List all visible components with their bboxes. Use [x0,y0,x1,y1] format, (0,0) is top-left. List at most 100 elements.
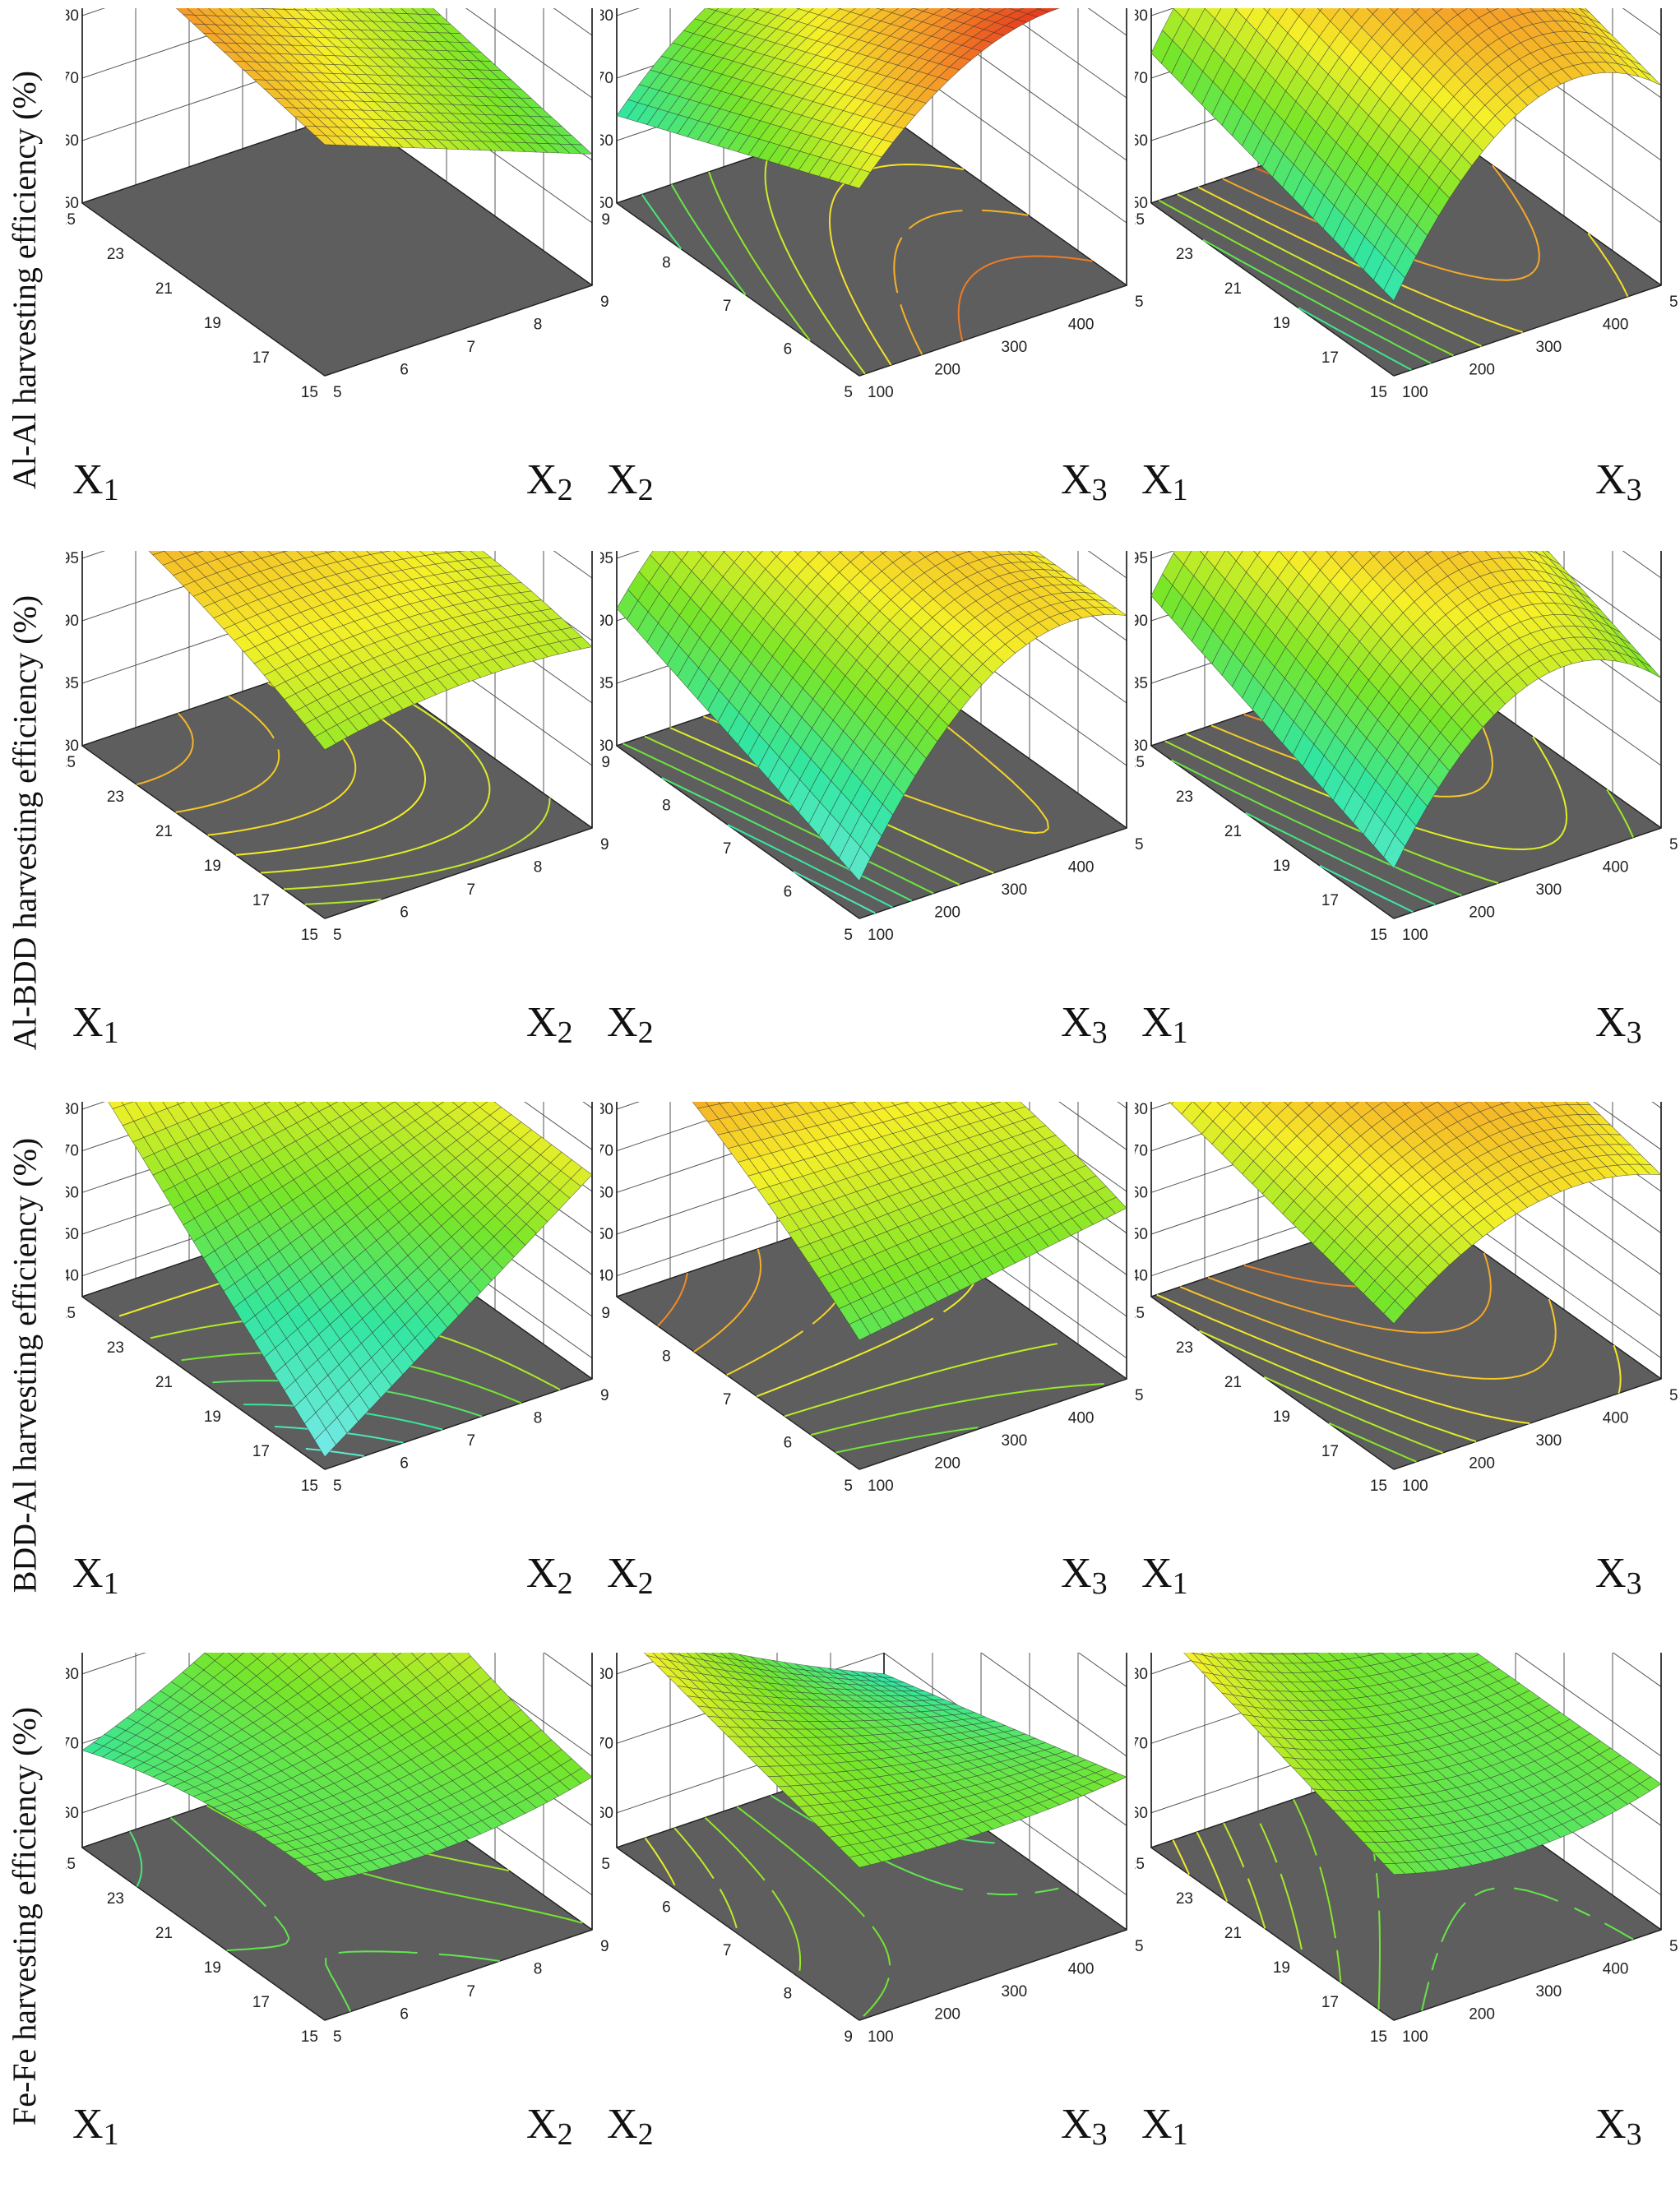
x-tick-label: 9 [601,754,610,771]
x-tick-label: 17 [252,1994,270,2011]
y-tick-label: 8 [534,1961,543,1978]
z-tick-label: 80 [1135,1666,1148,1683]
z-tick-label: 40 [1135,1268,1148,1285]
y-tick-label: 100 [1402,1478,1428,1495]
y-tick-label: 200 [934,2006,960,2024]
y-axis-label: X2 [526,456,573,507]
x-tick-label: 15 [301,1478,318,1495]
y-tick-label: 500 [1669,1387,1678,1404]
y-tick-label: 400 [1068,859,1095,876]
x-tick-label: 17 [1321,1994,1339,2011]
y-axis-label: X2 [526,999,573,1050]
y-tick-label: 500 [1669,836,1678,853]
contour-floor [82,113,592,376]
x-tick-label: 7 [723,840,732,858]
x-tick-label: 21 [1224,823,1242,840]
x-tick-label: 23 [107,789,124,806]
x-tick-label: 23 [107,1339,124,1357]
plot-svg: 6070809010015171921232556789X1X2 [66,1653,609,2187]
x-tick-label: 5 [844,384,853,401]
y-tick-label: 400 [1603,859,1629,876]
y-axis-label: X3 [1061,999,1108,1050]
z-tick-label: 80 [600,738,613,755]
x-axis-label: X1 [1141,999,1188,1050]
x-tick-label: 9 [601,211,610,229]
x-tick-label: 15 [301,384,318,401]
y-tick-label: 400 [1603,317,1629,334]
z-tick-label: 50 [66,1226,79,1243]
y-tick-label: 400 [1603,1961,1629,1978]
x-tick-label: 23 [1176,246,1193,263]
x-tick-label: 19 [1273,1959,1290,1977]
x-tick-label: 25 [66,211,76,229]
z-tick-label: 90 [1135,613,1148,630]
x-tick-label: 23 [1176,1339,1193,1357]
x-axis-label: X2 [607,999,654,1050]
x-tick-label: 15 [1370,927,1387,944]
z-tick-label: 60 [600,1805,613,1822]
x-tick-label: 17 [1321,892,1339,909]
y-tick-label: 200 [1469,904,1495,922]
y-tick-label: 8 [534,317,543,334]
x-axis-label: X1 [72,1550,119,1601]
x-axis-label: X1 [1141,456,1188,507]
x-axis-label: X1 [1141,1550,1188,1601]
y-axis-label: X2 [526,2101,573,2152]
z-tick-label: 60 [1135,132,1148,150]
z-tick-label: 70 [1135,1143,1148,1160]
z-tick-label: 70 [600,1143,613,1160]
z-tick-label: 60 [66,1184,79,1201]
z-tick-label: 70 [66,70,79,87]
x-tick-label: 5 [844,1478,853,1495]
y-axis-label: X3 [1061,1550,1108,1601]
response-surface [82,8,592,154]
x-tick-label: 19 [1273,858,1290,875]
z-tick-label: 60 [1135,1805,1148,1822]
x-tick-label: 21 [155,1374,173,1391]
x-tick-label: 6 [784,884,793,901]
x-tick-label: 8 [784,1986,793,2003]
z-tick-label: 70 [600,70,613,87]
y-tick-label: 400 [1068,1410,1095,1427]
y-tick-label: 100 [868,384,894,401]
y-tick-label: 400 [1068,1961,1095,1978]
z-tick-label: 60 [600,132,613,150]
z-tick-label: 60 [1135,1184,1148,1201]
y-axis-label: X3 [1595,999,1642,1050]
z-tick-label: 50 [1135,1226,1148,1243]
y-axis-label: X3 [1595,1550,1642,1601]
x-tick-label: 15 [1370,384,1387,401]
y-tick-label: 500 [1669,294,1678,311]
y-tick-label: 100 [1402,2028,1428,2046]
y-tick-label: 100 [1402,384,1428,401]
y-tick-label: 7 [467,339,476,356]
y-tick-label: 400 [1068,317,1095,334]
z-tick-label: 70 [1135,70,1148,87]
y-tick-label: 300 [1536,881,1562,899]
y-tick-label: 200 [1469,362,1495,379]
y-tick-label: 7 [467,1432,476,1450]
x-tick-label: 6 [784,1435,793,1452]
y-tick-label: 5 [333,1478,342,1495]
x-tick-label: 15 [301,927,318,944]
z-tick-label: 85 [600,675,613,692]
x-tick-label: 19 [204,858,221,875]
z-tick-label: 80 [66,738,79,755]
x-axis-label: X2 [607,456,654,507]
z-tick-label: 70 [1135,1735,1148,1752]
surface-plot-r4-c2: 6070809010098765100200300400500X2X3 [600,1653,1143,2187]
z-tick-label: 95 [66,551,79,567]
response-surface [617,8,1127,188]
x-tick-label: 19 [204,1959,221,1977]
y-tick-label: 5 [333,384,342,401]
x-tick-label: 8 [662,255,671,272]
x-tick-label: 19 [1273,1408,1290,1426]
x-tick-label: 25 [1135,1305,1145,1322]
x-axis-label: X2 [607,1550,654,1601]
y-tick-label: 100 [868,927,894,944]
y-tick-label: 500 [1669,1938,1678,1955]
x-tick-label: 6 [662,1899,671,1917]
x-tick-label: 25 [66,1305,76,1322]
x-tick-label: 25 [1135,211,1145,229]
z-tick-label: 95 [1135,551,1148,567]
